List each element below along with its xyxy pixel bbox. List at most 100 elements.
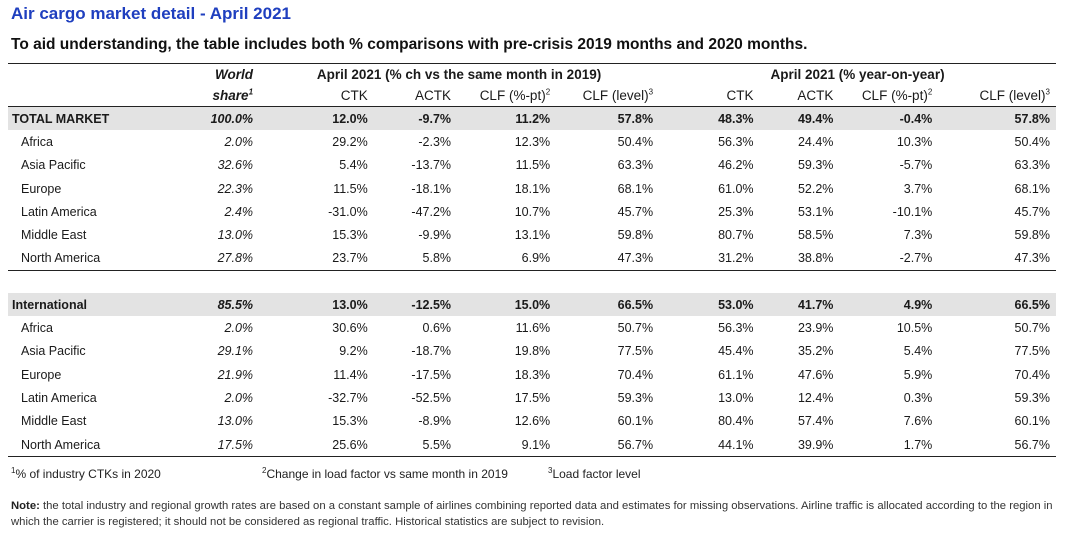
cell-clf-pt-yoy: -2.7%	[839, 246, 939, 272]
row-label: Africa	[21, 321, 53, 336]
cell-actk-yoy: 39.9%	[759, 432, 840, 458]
footnote-1: 1% of industry CTKs in 2020	[11, 466, 161, 482]
header-blank	[8, 64, 192, 85]
cell-ctk-yoy: 25.3%	[718, 204, 754, 219]
header-clf-pt-yoy: CLF (%-pt)2	[839, 85, 939, 107]
cell-ctk-2019: 9.2%	[339, 344, 368, 359]
cell-actk-yoy: 12.4%	[797, 390, 834, 405]
cell-ctk-2019: -32.7%	[328, 390, 368, 405]
cell-clf-pt-2019: 13.1%	[514, 228, 551, 243]
cell-clf-pt-yoy: 0.3%	[903, 390, 933, 405]
cell-clf-level-yoy: 50.4%	[1014, 134, 1050, 149]
row-label: Middle East	[21, 228, 87, 243]
cell-clf-level-2019: 50.7%	[617, 321, 654, 336]
cell-clf-level-yoy: 68.1%	[1014, 181, 1050, 196]
header-clf-level-label: CLF (level)	[582, 88, 649, 103]
row-label: International	[8, 293, 192, 317]
cell-actk-2019: -13.7%	[411, 158, 452, 173]
cell-clf-level-2019: 77.5%	[617, 344, 654, 359]
cell-clf-level-yoy: 57.8%	[938, 106, 1056, 131]
cell-share: 2.0%	[224, 134, 254, 149]
cell-ctk-2019: 11.4%	[333, 367, 368, 382]
cell-ctk-yoy: 56.3%	[718, 321, 754, 336]
row-label: North America	[8, 432, 192, 458]
cell-clf-pt-yoy: 7.6%	[903, 414, 933, 429]
cell-clf-pt-2019: 17.5%	[514, 390, 551, 405]
cell-clf-level-2019: 63.3%	[617, 158, 654, 173]
header-group-2019: April 2021 (% ch vs the same month in 20…	[316, 67, 602, 82]
footnote-1-sup: 1	[11, 466, 16, 475]
header-ctk-2019: CTK	[259, 85, 374, 107]
header-group-yoy: April 2021 (% year-on-year)	[770, 67, 945, 82]
header-actk-2019: ACTK	[373, 85, 458, 107]
cell-clf-pt-2019: 10.7%	[514, 204, 551, 219]
header-clf-level-sup: 3	[648, 87, 654, 97]
cell-share: 13.0%	[217, 414, 254, 429]
cell-clf-level-yoy: 59.8%	[1014, 228, 1050, 243]
cell-clf-pt-yoy: -0.4%	[839, 106, 939, 131]
header-ctk-yoy: CTK	[659, 85, 760, 107]
row-label: Latin America	[21, 390, 97, 405]
footnote-2: 2Change in load factor vs same month in …	[262, 467, 508, 482]
cell-actk-2019: -9.7%	[373, 106, 458, 131]
header-clf-level-sup: 3	[1045, 87, 1050, 97]
cell-clf-pt-yoy: 5.9%	[903, 367, 933, 382]
cell-clf-level-yoy: 45.7%	[1014, 204, 1050, 219]
cell-clf-level-2019: 56.7%	[556, 432, 660, 458]
table-row: Asia Pacific 32.6% 5.4% -13.7% 11.5% 63.3% 46.…	[8, 154, 1056, 177]
cell-clf-level-yoy: 70.4%	[1014, 367, 1050, 382]
cell-clf-level-2019: 60.1%	[617, 414, 654, 429]
cell-actk-yoy: 58.5%	[797, 228, 834, 243]
header-clf-level-yoy: CLF (level)3	[938, 85, 1056, 107]
total-market-row: TOTAL MARKET 100.0% 12.0% -9.7% 11.2% 57…	[8, 106, 1056, 131]
header-share-label: share	[212, 88, 249, 103]
cell-ctk-yoy: 48.3%	[659, 106, 760, 131]
table-top-rule	[8, 63, 1056, 64]
table-row: Africa 2.0% 30.6% 0.6% 11.6% 50.7% 56.3% 23.9% 1…	[8, 316, 1056, 339]
row-label: Europe	[21, 367, 62, 382]
cell-clf-pt-2019: 11.5%	[515, 158, 551, 173]
cell-clf-pt-2019: 11.6%	[515, 321, 551, 336]
cell-ctk-2019: 13.0%	[259, 293, 374, 317]
cell-clf-level-2019: 59.8%	[617, 228, 654, 243]
cell-clf-level-2019: 70.4%	[617, 367, 654, 382]
row-label: TOTAL MARKET	[8, 106, 192, 131]
cell-ctk-2019: 11.5%	[333, 181, 368, 196]
row-label: Africa	[21, 134, 53, 149]
note-paragraph: Note: the total industry and regional gr…	[11, 498, 1061, 530]
row-label: Europe	[21, 181, 62, 196]
cell-actk-yoy: 59.3%	[797, 158, 834, 173]
cell-share: 32.6%	[217, 158, 254, 173]
row-label: Middle East	[21, 414, 87, 429]
cell-clf-pt-yoy: 5.4%	[903, 344, 933, 359]
cell-actk-2019: -12.5%	[373, 293, 458, 317]
cell-clf-pt-2019: 15.0%	[457, 293, 557, 317]
table-row: Asia Pacific 29.1% 9.2% -18.7% 19.8% 77.5% 45.…	[8, 340, 1056, 363]
header-row-1: World April 2021 (% ch vs the same month…	[8, 64, 1056, 85]
cell-share: 27.8%	[191, 246, 260, 272]
table-row: Middle East 13.0% 15.3% -9.9% 13.1% 59.8% 80.7…	[8, 223, 1056, 246]
table-row: North America 17.5% 25.6% 5.5% 9.1% 56.7% 44.1…	[8, 432, 1056, 458]
spacer-cell	[8, 271, 1056, 294]
cell-share: 29.1%	[217, 344, 254, 359]
header-clf-pt-sup: 2	[545, 87, 551, 97]
cell-actk-yoy: 53.1%	[797, 204, 834, 219]
page-title: Air cargo market detail - April 2021	[11, 4, 291, 23]
cell-ctk-2019: 5.4%	[339, 158, 368, 173]
cell-actk-yoy: 41.7%	[759, 293, 840, 317]
cell-actk-yoy: 35.2%	[797, 344, 834, 359]
cell-ctk-yoy: 80.4%	[718, 414, 754, 429]
table-row: Latin America 2.0% -32.7% -52.5% 17.5% 59.3% 1…	[8, 386, 1056, 409]
cell-actk-yoy: 24.4%	[797, 134, 834, 149]
note-text: the total industry and regional growth r…	[11, 500, 1053, 528]
cell-ctk-yoy: 80.7%	[718, 228, 754, 243]
footnote-2-text: Change in load factor vs same month in 2…	[266, 467, 508, 481]
cell-share: 85.5%	[191, 293, 260, 317]
cell-ctk-yoy: 53.0%	[659, 293, 760, 317]
cell-ctk-yoy: 45.4%	[718, 344, 754, 359]
cell-ctk-2019: 15.3%	[332, 414, 368, 429]
cell-clf-level-yoy: 59.3%	[1014, 390, 1050, 405]
cell-clf-level-2019: 66.5%	[556, 293, 660, 317]
cell-actk-2019: 0.6%	[422, 321, 452, 336]
cell-clf-pt-yoy: 3.7%	[903, 181, 933, 196]
